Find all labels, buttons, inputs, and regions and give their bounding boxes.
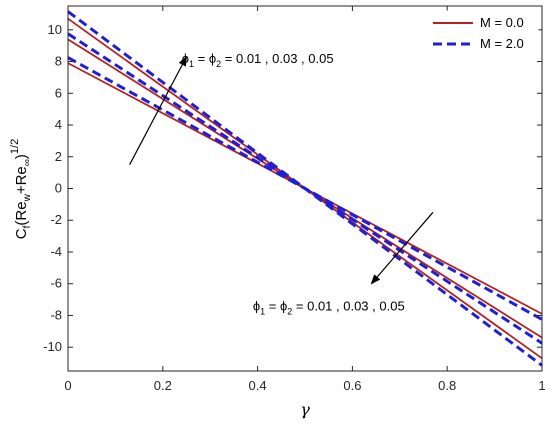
annotation-arrow	[129, 55, 188, 165]
legend-box	[427, 10, 539, 60]
y-tick-label: 6	[55, 85, 62, 100]
y-tick-label: -8	[50, 307, 62, 322]
plot-lines	[67, 10, 543, 367]
y-tick-label: 10	[48, 22, 62, 37]
y-tick-label: -4	[50, 244, 62, 259]
series-m2-line-3	[67, 10, 543, 367]
x-tick-label: 0.6	[343, 378, 361, 393]
y-tick-label: 4	[55, 117, 62, 132]
annotation-label: ϕ1 = ϕ2 = 0.01 , 0.03 , 0.05	[253, 299, 405, 317]
y-axis-ticks: -10 -8 -6 -4 -2 0 2 4 6 8 10	[43, 22, 542, 354]
y-tick-label: -6	[50, 276, 62, 291]
y-tick-label: 0	[55, 181, 62, 196]
x-tick-label: 1	[538, 378, 545, 393]
x-tick-label: 0	[64, 378, 71, 393]
annotations: ϕ1 = ϕ2 = 0.01 , 0.03 , 0.05 ϕ1 = ϕ2 = 0.…	[129, 51, 434, 317]
annotation-arrow	[370, 211, 434, 285]
annotation-label: ϕ1 = ϕ2 = 0.01 , 0.03 , 0.05	[182, 51, 334, 69]
legend: M = 0.0 M = 2.0	[427, 10, 539, 60]
y-tick-label: -10	[43, 339, 62, 354]
x-axis-title: γ	[300, 400, 310, 419]
x-tick-label: 0.2	[154, 378, 172, 393]
legend-label-m2: M = 2.0	[480, 36, 524, 51]
x-tick-label: 0.8	[438, 378, 456, 393]
x-axis-ticks: 0 0.2 0.4 0.6 0.8 1	[64, 6, 546, 393]
y-tick-label: -2	[50, 212, 62, 227]
y-tick-label: 8	[55, 54, 62, 69]
x-tick-label: 0.4	[249, 378, 267, 393]
y-tick-label: 2	[55, 149, 62, 164]
svg-text:Cf(Rew+Re∞)1/2: Cf(Rew+Re∞)1/2	[9, 139, 33, 239]
y-axis-title: Cf(Rew+Re∞)1/2	[9, 139, 33, 239]
legend-label-m0: M = 0.0	[480, 15, 524, 30]
